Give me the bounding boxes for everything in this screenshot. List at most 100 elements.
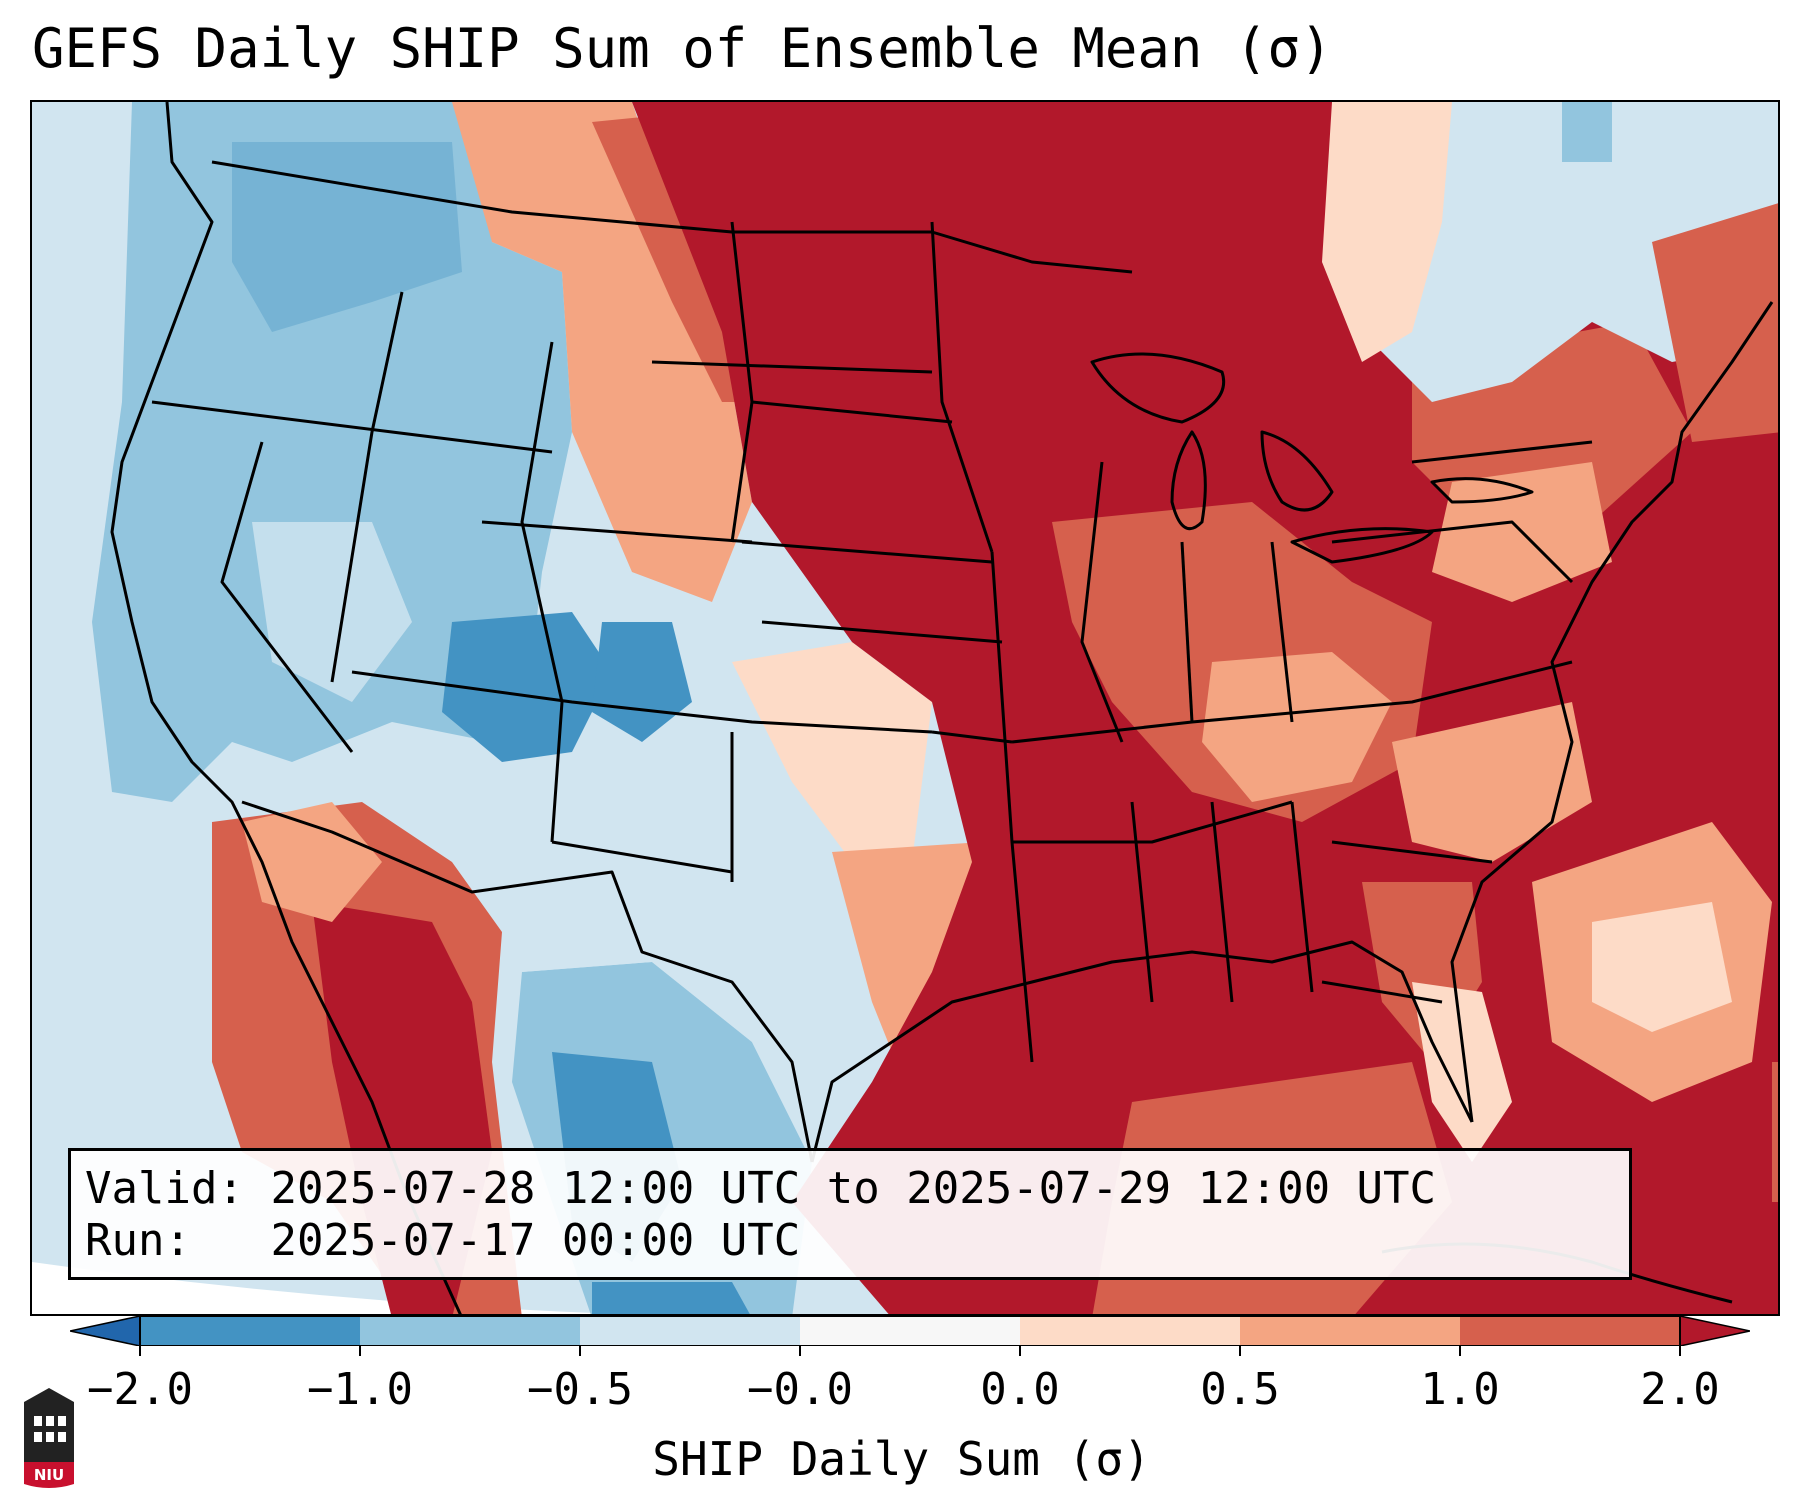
- carolinas-positive: [1392, 702, 1592, 862]
- state-line-11: [741, 540, 993, 564]
- state-line-19: [1210, 801, 1234, 1003]
- state-line-4: [520, 341, 564, 843]
- logo-window-3: [58, 1416, 66, 1426]
- colorbar-segment: [1460, 1316, 1681, 1346]
- atlantic-edge: [1772, 1062, 1778, 1202]
- state-line-10: [751, 400, 953, 424]
- state-line-25: [1331, 520, 1574, 584]
- state-line-21: [1011, 660, 1573, 744]
- logo-roof: [24, 1388, 74, 1402]
- run-value: 2025-07-17 00:00 UTC: [270, 1215, 801, 1266]
- colorbar-tick-mark: [1239, 1346, 1241, 1356]
- colorbar-label: SHIP Daily Sum (σ): [652, 1432, 1151, 1486]
- colorbar-extend-high: [1679, 1316, 1750, 1346]
- colorbar-frame: [139, 1316, 1681, 1346]
- domain-edge-left: [32, 1262, 619, 1314]
- colorbar-segment: [580, 1316, 801, 1346]
- colorbar-tick-label: −0.5: [527, 1364, 633, 1415]
- valid-run-infobox: Valid: 2025-07-28 12:00 UTC to 2025-07-2…: [68, 1148, 1632, 1280]
- logo-window-2: [46, 1416, 54, 1426]
- canada-east-weak-positive: [1322, 102, 1452, 362]
- atlantic-coastline: [1450, 301, 1774, 1123]
- run-label: Run:: [85, 1215, 191, 1266]
- colorbar-tick-label: 0.5: [1200, 1364, 1280, 1415]
- pacific-coastline: [110, 102, 462, 1314]
- logo-window-4: [34, 1432, 42, 1442]
- colorbar-tick-mark: [1019, 1346, 1021, 1356]
- logo-shield: [24, 1462, 74, 1488]
- state-line-22: [1080, 461, 1124, 743]
- logo-text: NIU: [34, 1466, 64, 1484]
- state-line-26: [1411, 440, 1593, 464]
- state-line-1: [151, 400, 553, 454]
- canada-east-negative-patch: [1562, 102, 1612, 162]
- socal-positive: [242, 802, 382, 922]
- atlantic-weak-positive: [1592, 902, 1732, 1032]
- florida-weak-positive: [1412, 982, 1512, 1162]
- colorbar-tick-mark: [139, 1346, 141, 1356]
- colorbar-extend-low: [70, 1316, 141, 1346]
- northwest-patch: [232, 142, 462, 332]
- chart-title: GEFS Daily SHIP Sum of Ensemble Mean (σ): [32, 17, 1333, 80]
- run-row: Run: 2025-07-17 00:00 UTC: [85, 1215, 1615, 1267]
- colorbar-segment: [800, 1316, 1021, 1346]
- mexico-border: [241, 800, 814, 1163]
- lake-huron: [1260, 430, 1334, 512]
- state-line-13: [551, 840, 733, 874]
- ohio-valley-positive: [1202, 652, 1392, 802]
- state-line-6: [481, 520, 753, 544]
- colorbar-tick-mark: [579, 1346, 581, 1356]
- valid-value: 2025-07-28 12:00 UTC to 2025-07-29 12:00…: [270, 1163, 1437, 1214]
- state-line-23: [1180, 541, 1194, 723]
- canada-border: [211, 160, 1133, 274]
- colorbar-segment: [360, 1316, 581, 1346]
- ship-map: [32, 102, 1778, 1314]
- logo-window-1: [34, 1416, 42, 1426]
- lake-erie: [1290, 527, 1434, 564]
- logo-window-6: [58, 1432, 66, 1442]
- state-line-7: [651, 360, 933, 374]
- state-line-28: [1321, 980, 1443, 1004]
- state-line-27: [1331, 840, 1493, 864]
- utah-strong-negative: [442, 612, 612, 762]
- map-panel: [30, 100, 1780, 1316]
- state-line-9: [930, 221, 994, 553]
- state-line-16: [931, 730, 1013, 744]
- mexico-south-negative: [592, 1282, 750, 1314]
- state-line-24: [1270, 541, 1294, 723]
- northern-rockies-positive: [452, 102, 752, 602]
- boundary-lines: [110, 102, 1774, 1314]
- state-line-20: [1290, 801, 1314, 993]
- gulf-coastline: [810, 940, 1474, 1163]
- colorbar-tick-mark: [359, 1346, 361, 1356]
- colorbar-tick-label: −0.0: [747, 1364, 853, 1415]
- lake-michigan: [1170, 430, 1207, 531]
- colorbar-tick-label: 2.0: [1640, 1364, 1720, 1415]
- state-line-5: [351, 670, 933, 734]
- colorbar-tick-label: −1.0: [307, 1364, 413, 1415]
- niu-logo: NIU: [24, 1388, 74, 1488]
- colorbar-tick-mark: [1679, 1346, 1681, 1356]
- state-line-2: [220, 441, 354, 753]
- nevada-light-region: [252, 522, 412, 702]
- plains-weak-positive: [732, 642, 932, 862]
- colorbar-segment: [140, 1316, 361, 1346]
- state-line-17: [1012, 800, 1293, 844]
- valid-row: Valid: 2025-07-28 12:00 UTC to 2025-07-2…: [85, 1163, 1615, 1215]
- colorbar-tick-label: 1.0: [1420, 1364, 1500, 1415]
- logo-window-5: [46, 1432, 54, 1442]
- colorbar-segment: [1020, 1316, 1241, 1346]
- state-line-18: [1130, 801, 1154, 1003]
- valid-label: Valid:: [85, 1163, 244, 1214]
- state-line-3: [330, 291, 404, 683]
- colorbar-tick-mark: [799, 1346, 801, 1356]
- lake-superior: [1090, 352, 1225, 424]
- texas-light-region: [522, 722, 892, 1162]
- lake-ontario: [1430, 477, 1534, 504]
- colorbar-tick-mark: [1459, 1346, 1461, 1356]
- colorbar: [70, 1316, 1750, 1346]
- colorbar-tick-label: 0.0: [980, 1364, 1060, 1415]
- colorbar-segments: [70, 1316, 1750, 1346]
- colorbar-segment: [1240, 1316, 1461, 1346]
- colorbar-tick-label: −2.0: [87, 1364, 193, 1415]
